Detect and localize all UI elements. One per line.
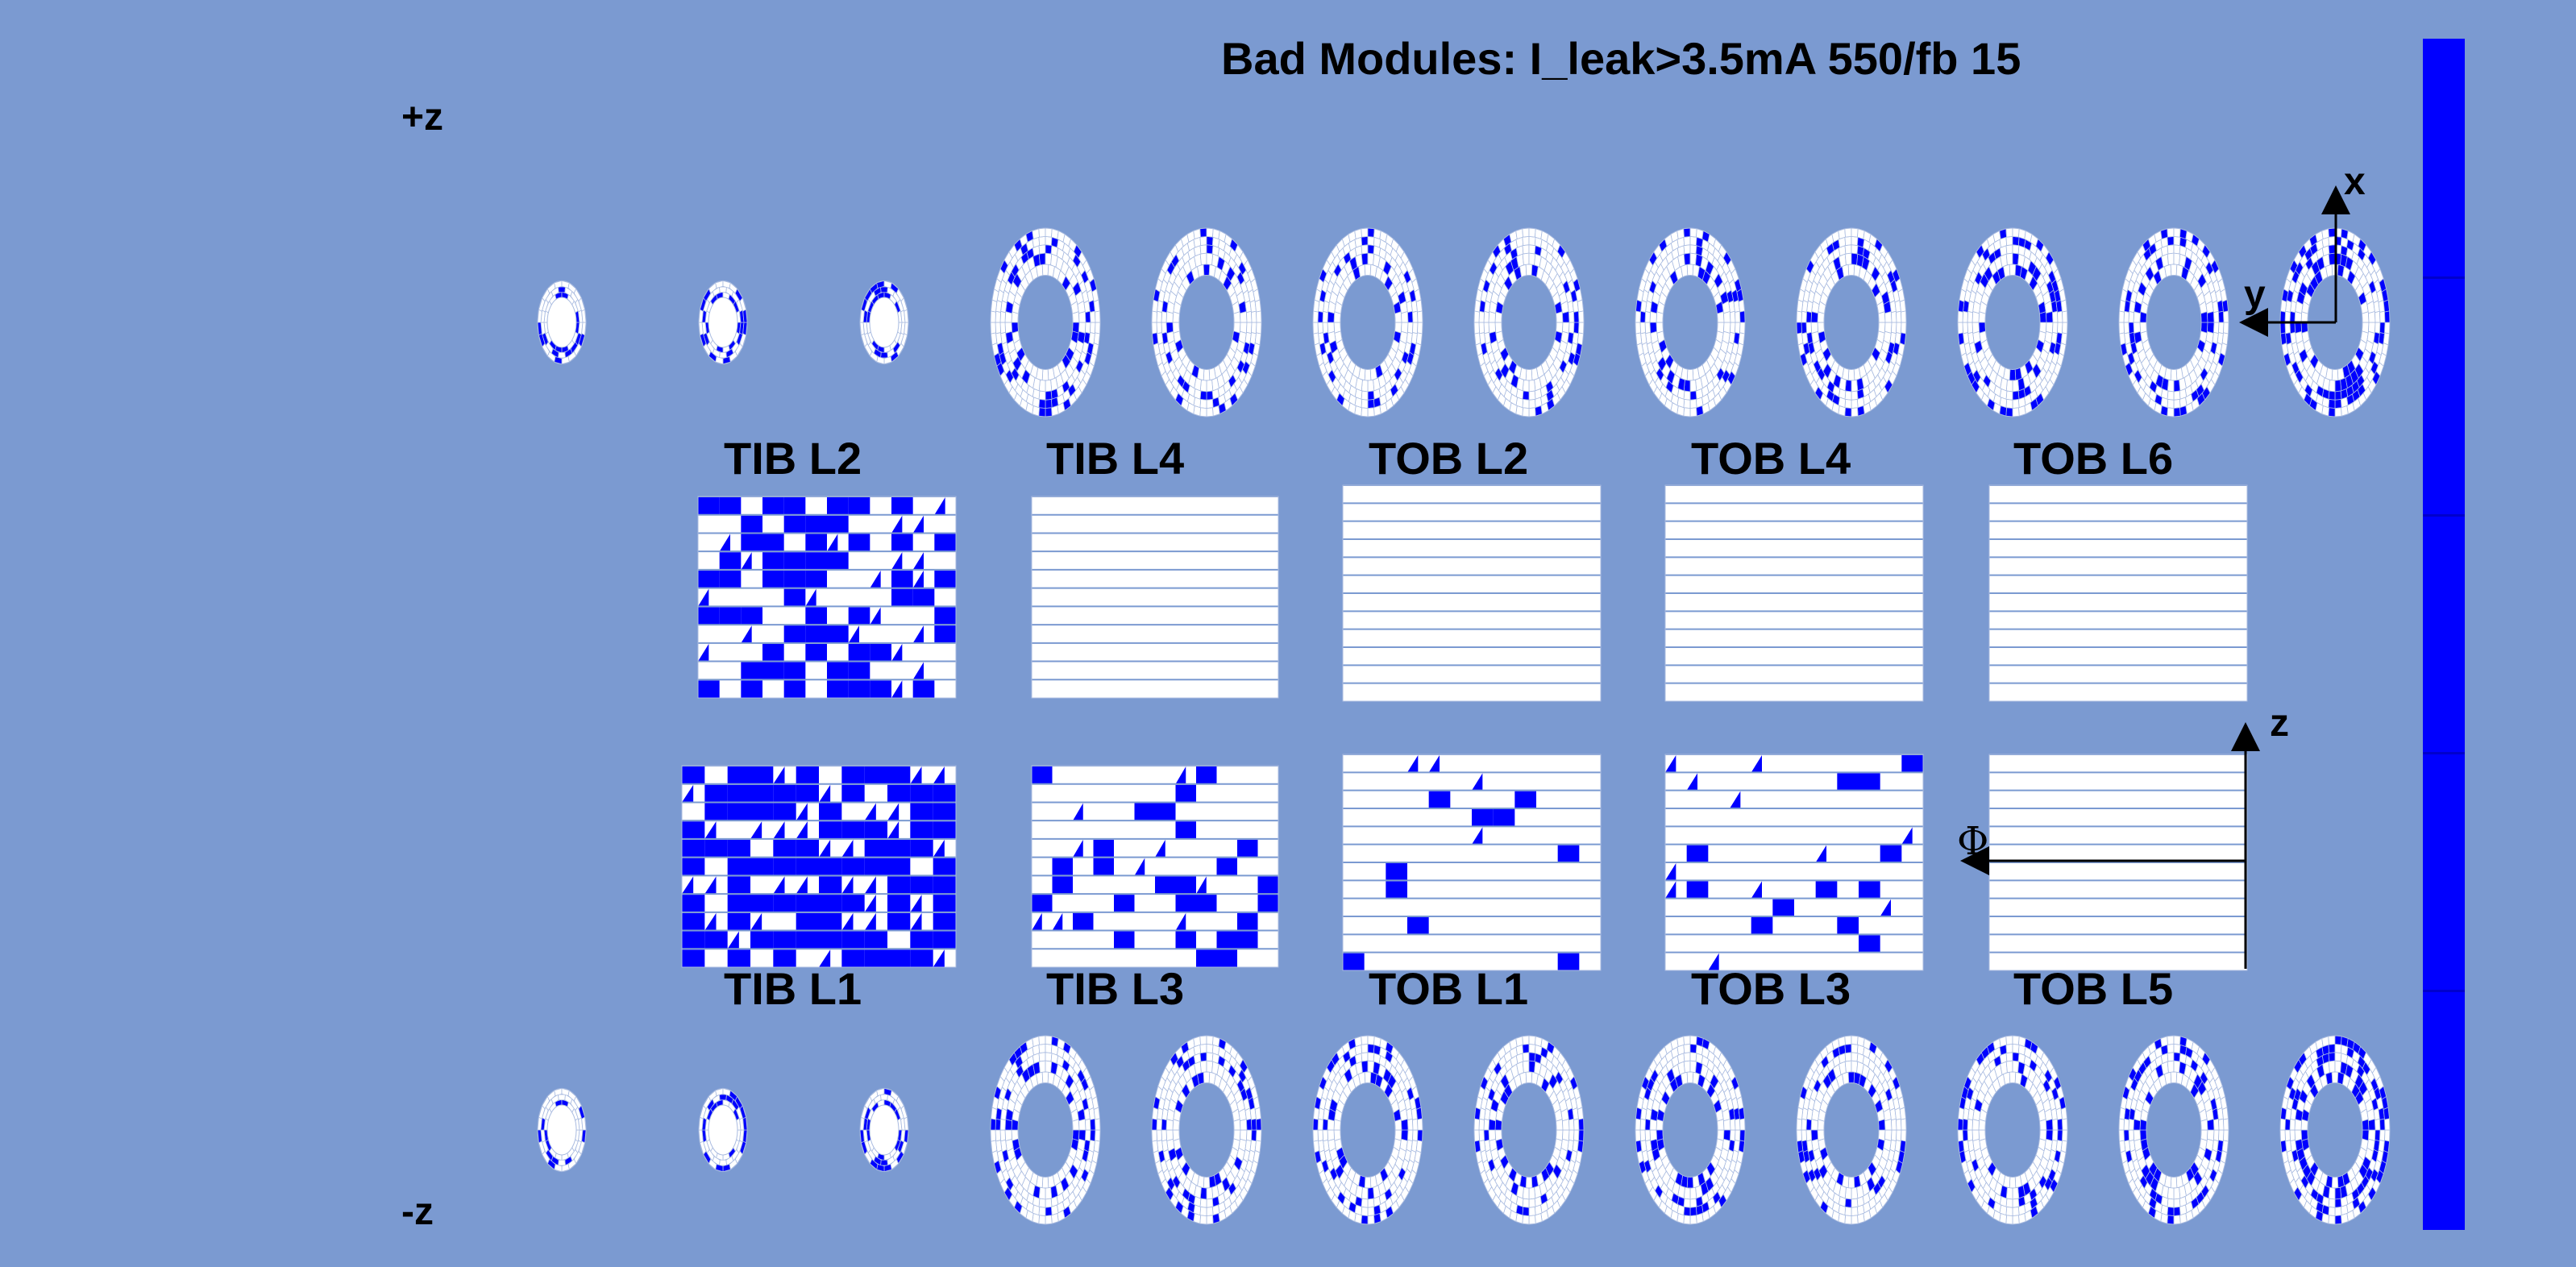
color-scale-tick [2423, 276, 2465, 279]
disk-plus-z [2279, 227, 2391, 417]
barrel-layer-top [1664, 484, 1924, 702]
disk-minus-z [1473, 1035, 1585, 1225]
barrel-layer-top [1031, 496, 1279, 699]
disk-plus-z [537, 280, 587, 365]
layer-label-tob-l4: TOB L4 [1691, 433, 1851, 484]
disk-plus-z [1796, 227, 1907, 417]
axis-label-z: z [2270, 702, 2289, 745]
barrel-layer-top [1342, 484, 1602, 702]
disk-minus-z [990, 1035, 1101, 1225]
endcap-disks-minus-z [537, 1035, 2391, 1225]
color-scale-bar [2423, 39, 2465, 1230]
disk-plus-z [990, 227, 1101, 417]
disk-minus-z [859, 1087, 909, 1173]
disk-minus-z [1635, 1035, 1746, 1225]
color-scale-tick [2423, 514, 2465, 517]
color-scale-tick [2423, 752, 2465, 754]
disk-minus-z [1151, 1035, 1262, 1225]
disk-minus-z [537, 1087, 587, 1173]
disk-minus-z [1312, 1035, 1423, 1225]
axis-indicators [1960, 185, 2350, 969]
disk-minus-z [698, 1087, 748, 1173]
layer-label-tib-l4: TIB L4 [1046, 433, 1185, 484]
layer-label-tob-l5: TOB L5 [2013, 963, 2174, 1014]
layer-label-tob-l1: TOB L1 [1369, 963, 1529, 1014]
layer-label-tib-l2: TIB L2 [724, 433, 862, 484]
layer-label-tib-l1: TIB L1 [724, 963, 862, 1014]
endcap-disks-plus-z [537, 227, 2391, 417]
minus-z-label: -z [401, 1190, 434, 1233]
map-title: Bad Modules: I_leak>3.5mA 550/fb 15 [1221, 33, 2021, 84]
disk-minus-z [1796, 1035, 1907, 1225]
disk-minus-z [2279, 1035, 2391, 1225]
barrel-layer-bottom [1031, 765, 1279, 968]
barrel-layer-bottom [1988, 754, 2248, 971]
barrel-layer-top [697, 496, 957, 699]
disk-plus-z [1473, 227, 1585, 417]
disk-plus-z [1635, 227, 1746, 417]
disk-plus-z [1957, 227, 2068, 417]
barrel-layer-bottom [681, 765, 957, 968]
barrel-layers [681, 484, 2248, 971]
layer-label-tob-l2: TOB L2 [1369, 433, 1529, 484]
disk-minus-z [1957, 1035, 2068, 1225]
layer-label-tob-l6: TOB L6 [2013, 433, 2174, 484]
plus-z-label: +z [401, 96, 444, 139]
disk-minus-z [2118, 1035, 2229, 1225]
disk-plus-z [859, 280, 909, 365]
layer-label-tib-l3: TIB L3 [1046, 963, 1185, 1014]
disk-plus-z [2118, 227, 2229, 417]
barrel-layer-top [1988, 484, 2248, 702]
barrel-layer-bottom [1342, 754, 1602, 971]
disk-plus-z [698, 280, 748, 365]
barrel-layer-bottom [1664, 754, 1924, 971]
layer-label-tob-l3: TOB L3 [1691, 963, 1851, 1014]
color-scale-tick [2423, 990, 2465, 992]
disk-plus-z [1312, 227, 1423, 417]
disk-plus-z [1151, 227, 1262, 417]
